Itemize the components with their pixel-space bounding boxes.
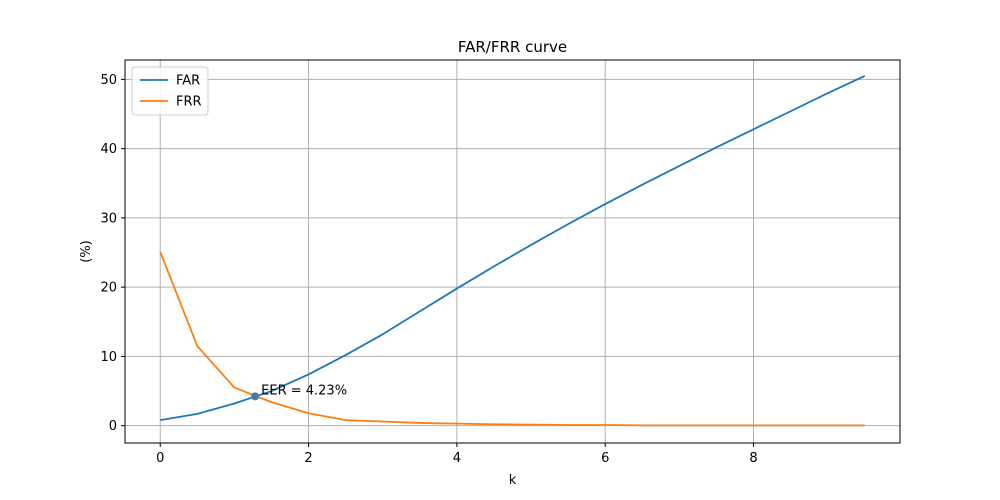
plot-area-frame — [124, 59, 901, 444]
legend-label-far: FAR — [176, 74, 200, 89]
legend-label-frr: FRR — [176, 95, 202, 110]
y-tick-label-40: 40 — [100, 142, 117, 157]
legend-box — [131, 66, 209, 116]
x-tick-label-2: 2 — [304, 451, 312, 466]
x-tick-label-8: 8 — [749, 451, 757, 466]
grid-lines — [125, 60, 900, 443]
series-line-far — [160, 75, 866, 422]
legend: FAR FRR — [131, 66, 209, 116]
x-tick-label-6: 6 — [601, 451, 609, 466]
x-tick-label-4: 4 — [453, 451, 461, 466]
y-tick-label-0: 0 — [109, 419, 117, 434]
x-tick-label-0: 0 — [156, 451, 164, 466]
axis-ticks: 0 2 4 6 8 0 10 20 30 40 50 — [100, 73, 757, 466]
chart-title: FAR/FRR curve — [458, 38, 567, 56]
y-tick-label-10: 10 — [100, 350, 117, 365]
annotation-layer: EER = 4.23% — [251, 383, 347, 401]
series-line-frr — [159, 251, 865, 427]
series-lines — [159, 75, 866, 427]
x-axis-label: k — [509, 473, 517, 488]
y-tick-label-30: 30 — [100, 211, 117, 226]
y-tick-label-20: 20 — [100, 281, 117, 296]
y-tick-label-50: 50 — [100, 73, 117, 88]
y-axis-label: (%) — [79, 240, 94, 263]
eer-annotation-label: EER = 4.23% — [261, 383, 347, 398]
eer-marker-point — [251, 392, 260, 401]
